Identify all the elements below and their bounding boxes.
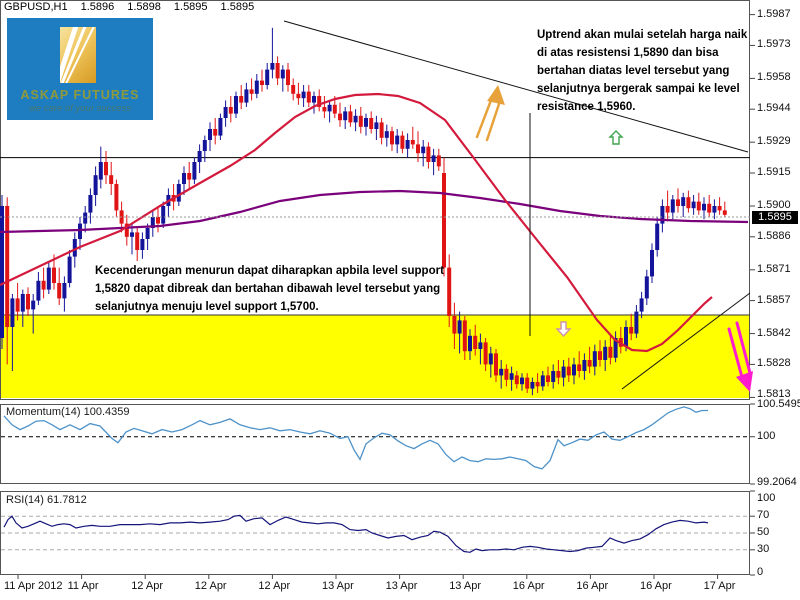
rsi-indicator-label: RSI(14) 61.7812 <box>6 494 87 506</box>
price-axis-tick: 1.5871 <box>757 262 791 275</box>
momentum-indicator-label: Momentum(14) 100.4359 <box>6 406 130 418</box>
annotation-uptrend: Uptrend akan mulai setelah harga naik di… <box>537 29 748 113</box>
symbol-timeframe: GBPUSD,H1 <box>4 1 68 13</box>
main-chart <box>0 0 753 400</box>
price-axis-tick: 1.5857 <box>757 293 791 306</box>
fast-ma <box>0 92 713 353</box>
price-axis-tick: 1.5900 <box>757 199 791 211</box>
quote-close: 1.5895 <box>220 1 255 13</box>
momentum-axis-tick: 100.5495 <box>757 398 800 410</box>
price-axis-tick: 1.5842 <box>757 326 791 339</box>
logo-title: ASKAP FUTURES <box>20 88 140 102</box>
rsi-axis-tick: 50 <box>757 526 770 538</box>
rsi-axis-tick: 0 <box>757 566 764 578</box>
momentum-axis-tick: 100 <box>757 429 776 442</box>
price-axis-tick: 1.5915 <box>757 166 791 178</box>
time-axis-label: 12 Apr <box>258 580 291 592</box>
annotation-downtrend: Kecenderungan menurun dapat diharapkan a… <box>95 265 444 313</box>
rsi-line <box>3 514 709 553</box>
time-axis-label: 13 Apr <box>385 580 418 592</box>
momentum-line <box>3 406 708 470</box>
broker-logo: ASKAP FUTURES we care of your success <box>7 18 153 120</box>
trendline[interactable] <box>621 292 751 390</box>
trendline[interactable] <box>283 20 749 153</box>
magenta-down-arrow-icon <box>727 321 753 392</box>
momentum-panel <box>0 404 750 484</box>
time-axis-label: 13 Apr <box>322 580 354 592</box>
time-axis-label: 11 Apr <box>67 580 99 592</box>
quote-open: 1.5896 <box>80 1 115 13</box>
time-axis-label: 11 Apr 2012 <box>4 580 63 592</box>
price-axis-tick: 1.5973 <box>757 38 791 51</box>
price-axis-tick: 1.5828 <box>757 357 791 370</box>
time-axis-label: 16 Apr <box>512 580 545 592</box>
time-axis-label: 16 Apr <box>576 580 609 592</box>
time-axis-label: 17 Apr <box>703 580 736 592</box>
momentum-axis-tick: 99.2064 <box>757 476 797 488</box>
time-axis-label: 12 Apr <box>194 580 227 592</box>
time-axis-label: 16 Apr <box>640 580 672 592</box>
quote-low: 1.5895 <box>173 1 208 13</box>
time-axis-label: 12 Apr <box>131 580 163 592</box>
rsi-panel <box>0 491 750 575</box>
price-axis-tick: 1.5987 <box>757 7 791 20</box>
price-axis-tick: 1.5944 <box>757 102 791 115</box>
logo-emblem-icon <box>60 27 96 83</box>
green-up-arrow-icon <box>608 130 624 145</box>
price-axis-tick: 1.5929 <box>757 135 791 148</box>
quote-high: 1.5898 <box>127 1 161 13</box>
price-axis-tick: 1.5958 <box>757 71 791 84</box>
time-axis-label: 13 Apr <box>449 580 481 592</box>
chart-header: GBPUSD,H1 1.5896 1.5898 1.5895 1.5895 <box>4 1 267 13</box>
price-axis-tick: 1.5813 <box>757 388 791 400</box>
white-down-arrow-icon <box>555 321 572 338</box>
orange-up-arrow-icon <box>475 85 505 142</box>
rsi-axis-tick: 30 <box>757 542 770 555</box>
rsi-axis-tick: 70 <box>757 509 770 522</box>
current-price-tag: 1.5895 <box>752 210 798 224</box>
logo-tagline: we care of your success <box>29 103 131 114</box>
price-axis-tick: 1.5886 <box>757 229 791 242</box>
rsi-axis-tick: 100 <box>757 492 776 504</box>
